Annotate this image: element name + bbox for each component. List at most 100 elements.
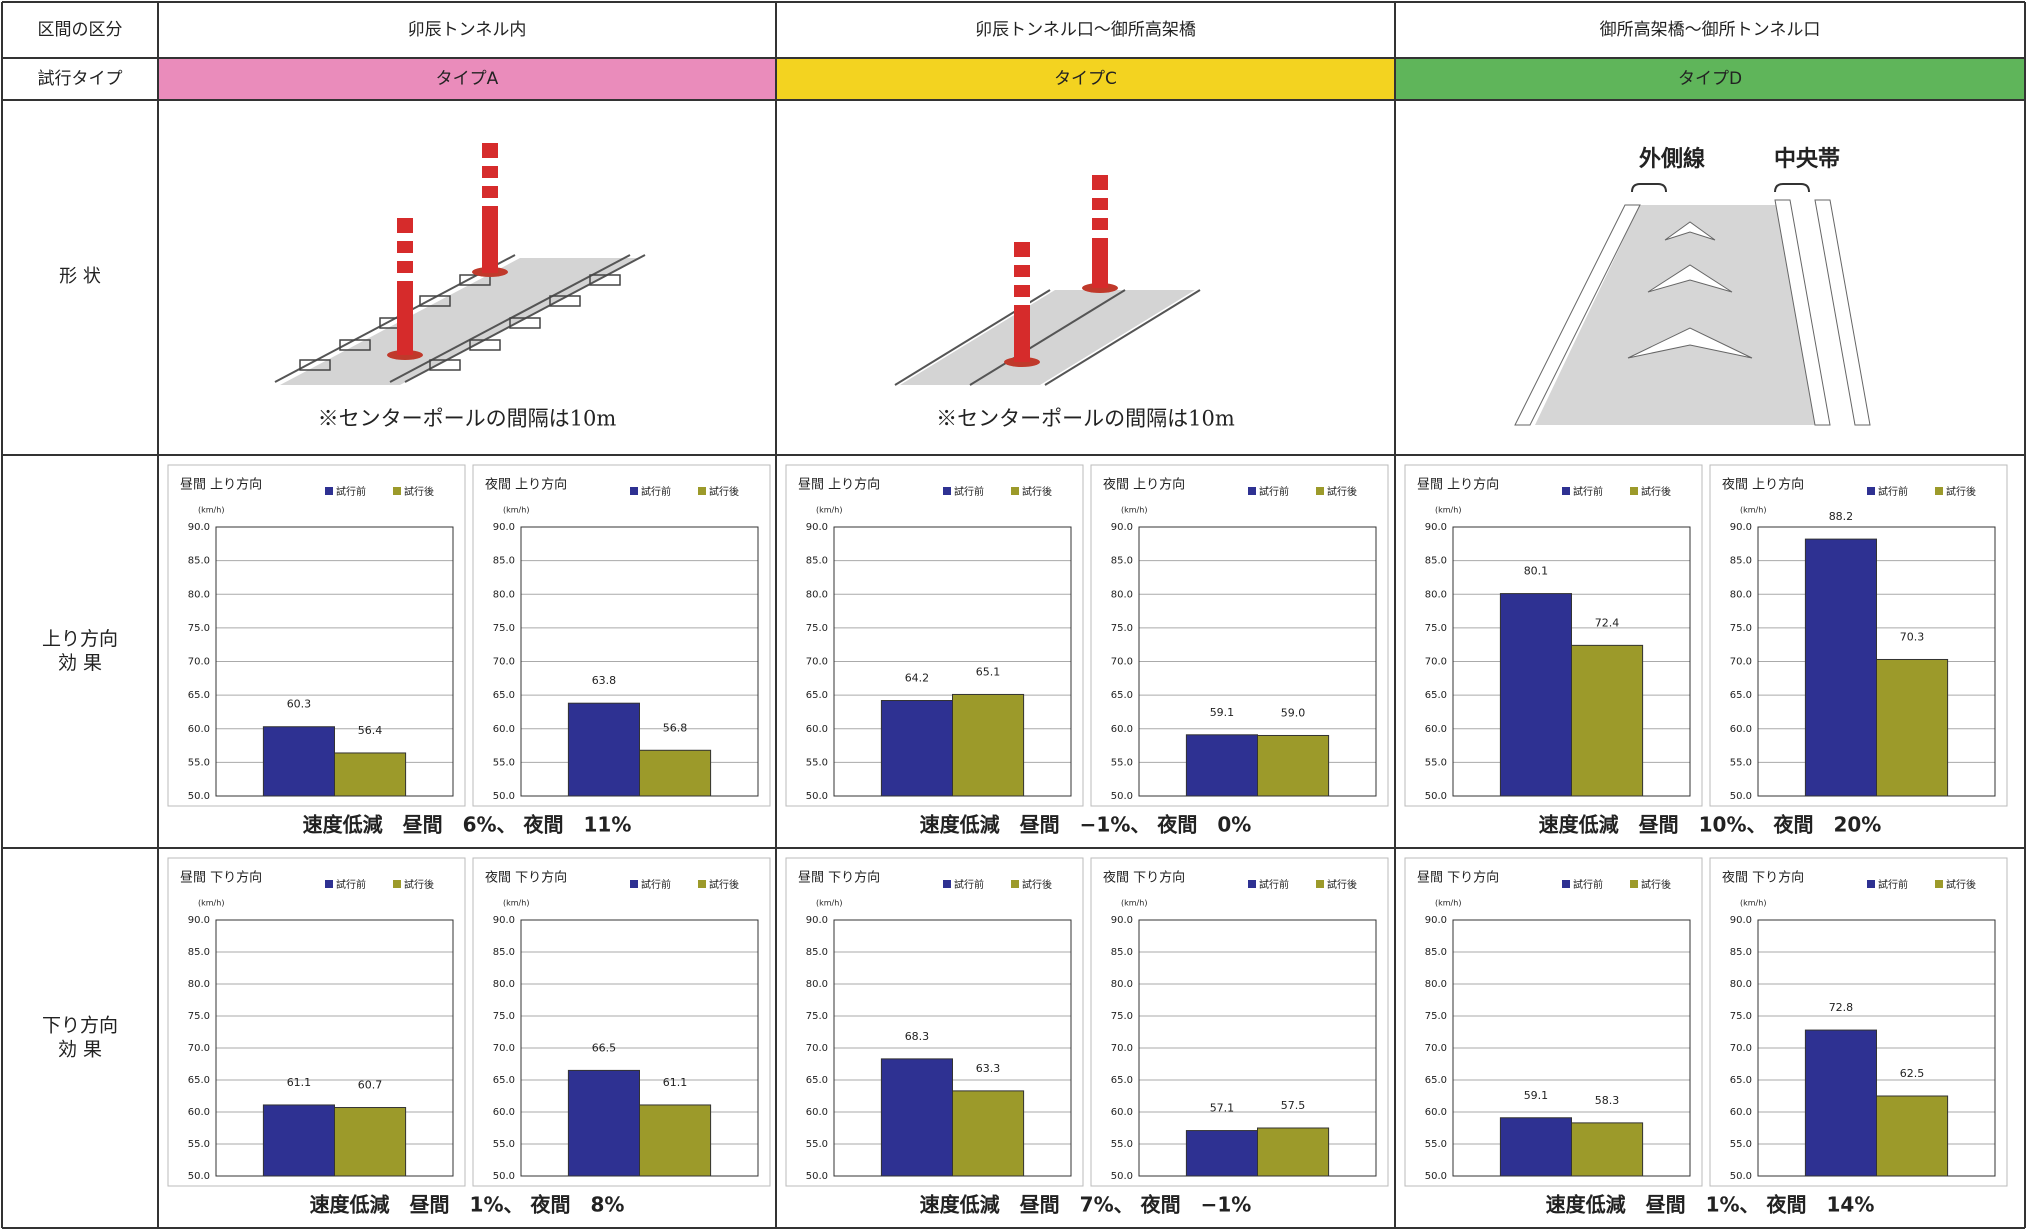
- legend-label: 試行後: [1641, 878, 1671, 891]
- y-tick-label: 90.0: [188, 522, 210, 533]
- y-tick-label: 70.0: [1111, 1043, 1133, 1054]
- y-tick-label: 60.0: [1425, 724, 1447, 735]
- chart-title: 夜間 下り方向: [1103, 870, 1185, 886]
- value-label: 59.1: [1524, 1089, 1549, 1102]
- y-tick-label: 80.0: [1425, 979, 1447, 990]
- y-tick-label: 85.0: [188, 556, 210, 567]
- y-tick-label: 60.0: [1730, 724, 1752, 735]
- legend-swatch: [1630, 487, 1638, 495]
- legend-label: 試行後: [404, 485, 434, 498]
- legend-label: 試行後: [1946, 485, 1976, 498]
- y-tick-label: 90.0: [1111, 522, 1133, 533]
- value-label: 63.3: [976, 1062, 1001, 1075]
- bar: [567, 702, 641, 797]
- y-tick-label: 90.0: [1111, 915, 1133, 926]
- bar: [1571, 1122, 1644, 1177]
- bar: [1257, 1127, 1330, 1177]
- y-tick-label: 80.0: [806, 589, 828, 600]
- y-tick-label: 75.0: [188, 1011, 210, 1022]
- y-tick-label: 80.0: [493, 979, 515, 990]
- legend-label: 試行前: [1259, 878, 1289, 891]
- chart-title: 夜間 上り方向: [1722, 477, 1804, 493]
- y-tick-label: 65.0: [1425, 690, 1447, 701]
- legend-label: 試行後: [709, 485, 739, 498]
- value-label: 62.5: [1900, 1067, 1925, 1080]
- legend-swatch: [943, 487, 951, 495]
- y-tick-label: 55.0: [1425, 1139, 1447, 1150]
- y-tick-label: 80.0: [1730, 589, 1752, 600]
- y-tick-label: 75.0: [1730, 623, 1752, 634]
- value-label: 64.2: [905, 672, 930, 685]
- y-tick-label: 60.0: [1425, 1107, 1447, 1118]
- y-tick-label: 75.0: [1425, 1011, 1447, 1022]
- y-tick-label: 80.0: [188, 589, 210, 600]
- bar: [952, 693, 1025, 797]
- type-label: 試行タイプ: [38, 69, 123, 89]
- y-tick-label: 70.0: [1425, 657, 1447, 668]
- y-tick-label: 75.0: [806, 623, 828, 634]
- unit-label: (km/h): [198, 506, 224, 515]
- y-tick-label: 85.0: [1730, 556, 1752, 567]
- bar: [1571, 644, 1644, 797]
- legend-label: 試行後: [709, 878, 739, 891]
- y-tick-label: 80.0: [806, 979, 828, 990]
- legend-swatch: [698, 487, 706, 495]
- summary: 速度低減 昼間 10%、 夜間 20%: [1539, 813, 1882, 837]
- shape-caption: ※センターポールの間隔は10m: [936, 407, 1235, 431]
- illustration-a: [274, 143, 646, 385]
- value-label: 88.2: [1829, 510, 1854, 523]
- y-tick-label: 90.0: [1425, 915, 1447, 926]
- y-tick-label: 60.0: [493, 1107, 515, 1118]
- y-tick-label: 65.0: [806, 1075, 828, 1086]
- legend-swatch: [325, 487, 333, 495]
- value-label: 61.1: [663, 1076, 688, 1089]
- y-tick-label: 75.0: [493, 1011, 515, 1022]
- y-tick-label: 65.0: [188, 1075, 210, 1086]
- y-tick-label: 50.0: [1111, 791, 1133, 802]
- legend-label: 試行前: [1573, 878, 1603, 891]
- effect-label: 上り方向: [42, 628, 118, 650]
- y-tick-label: 90.0: [493, 915, 515, 926]
- summary: 速度低減 昼間 6%、 夜間 11%: [303, 813, 632, 837]
- legend-swatch: [630, 487, 638, 495]
- y-tick-label: 50.0: [1730, 1171, 1752, 1182]
- legend-swatch: [1562, 880, 1570, 888]
- unit-label: (km/h): [1435, 506, 1461, 515]
- summary: 速度低減 昼間 −1%、 夜間 0%: [920, 813, 1252, 837]
- legend-label: 試行前: [954, 878, 984, 891]
- y-tick-label: 60.0: [1111, 1107, 1133, 1118]
- unit-label: (km/h): [1435, 899, 1461, 908]
- y-tick-label: 75.0: [1425, 623, 1447, 634]
- bar: [567, 1069, 641, 1177]
- y-tick-label: 75.0: [1111, 1011, 1133, 1022]
- legend-label: 試行後: [1327, 878, 1357, 891]
- y-tick-label: 65.0: [1425, 1075, 1447, 1086]
- unit-label: (km/h): [1740, 506, 1766, 515]
- y-tick-label: 80.0: [188, 979, 210, 990]
- y-tick-label: 70.0: [1730, 1043, 1752, 1054]
- bar: [262, 1104, 335, 1177]
- y-tick-label: 90.0: [493, 522, 515, 533]
- value-label: 57.5: [1281, 1099, 1306, 1112]
- y-tick-label: 70.0: [806, 1043, 828, 1054]
- y-tick-label: 85.0: [493, 947, 515, 958]
- y-tick-label: 60.0: [188, 724, 210, 735]
- chart-title: 夜間 上り方向: [1103, 477, 1185, 493]
- y-tick-label: 55.0: [1111, 757, 1133, 768]
- summary: 速度低減 昼間 1%、 夜間 8%: [310, 1193, 625, 1217]
- y-tick-label: 60.0: [806, 1107, 828, 1118]
- type-name: タイプD: [1678, 69, 1742, 89]
- section-name: 卯辰トンネル内: [408, 20, 527, 40]
- type-band: [776, 58, 1395, 100]
- value-label: 58.3: [1595, 1094, 1620, 1107]
- y-tick-label: 60.0: [806, 724, 828, 735]
- type-name: タイプA: [436, 69, 499, 89]
- y-tick-label: 75.0: [1111, 623, 1133, 634]
- value-label: 60.3: [287, 698, 312, 711]
- y-tick-label: 90.0: [806, 522, 828, 533]
- legend-label: 試行前: [641, 878, 671, 891]
- y-tick-label: 65.0: [1730, 1075, 1752, 1086]
- y-tick-label: 75.0: [188, 623, 210, 634]
- legend-label: 試行後: [1022, 878, 1052, 891]
- y-tick-label: 50.0: [1425, 1171, 1447, 1182]
